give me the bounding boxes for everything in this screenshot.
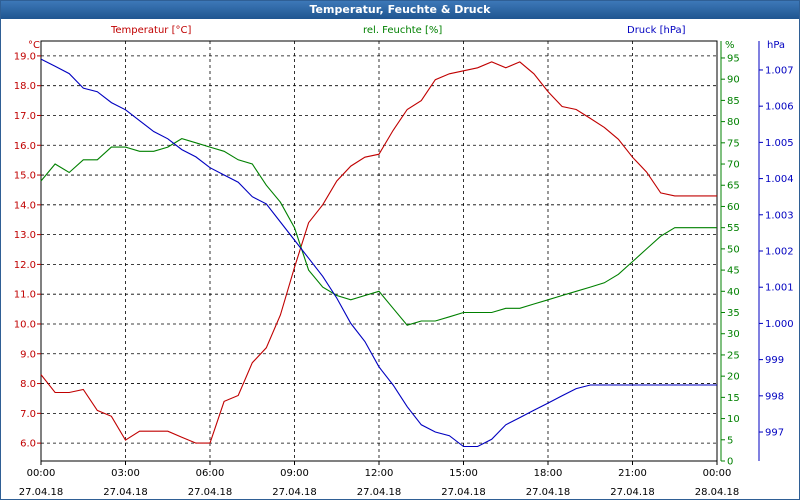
temperature-tick-label: 14.0	[14, 200, 36, 211]
date-tick-label: 27.04.18	[188, 487, 233, 498]
pressure-unit-label: hPa	[767, 40, 785, 51]
humidity-tick-label: 35	[727, 308, 740, 319]
humidity-tick-label: 70	[727, 160, 740, 171]
humidity-tick-label: 75	[727, 138, 740, 149]
pressure-tick-label: 1.003	[765, 210, 794, 221]
humidity-tick-label: 40	[727, 287, 740, 298]
time-tick-label: 18:00	[534, 468, 563, 479]
temperature-tick-label: 19.0	[14, 51, 36, 62]
time-tick-label: 00:00	[703, 468, 732, 479]
humidity-tick-label: 80	[727, 117, 740, 128]
pressure-tick-label: 1.000	[765, 319, 794, 330]
date-tick-label: 27.04.18	[610, 487, 655, 498]
time-tick-label: 15:00	[449, 468, 478, 479]
date-tick-label: 27.04.18	[441, 487, 486, 498]
date-tick-label: 27.04.18	[103, 487, 148, 498]
pressure-tick-label: 1.002	[765, 247, 794, 258]
pressure-tick-label: 998	[765, 391, 784, 402]
legend-humidity: rel. Feuchte [%]	[363, 25, 443, 36]
temperature-tick-label: 9.0	[20, 349, 36, 360]
humidity-tick-label: 30	[727, 329, 740, 340]
date-tick-label: 27.04.18	[272, 487, 317, 498]
humidity-tick-label: 90	[727, 75, 740, 86]
series-pressure-line	[40, 58, 717, 448]
temperature-tick-label: 13.0	[14, 230, 36, 241]
grid-layer	[41, 41, 717, 461]
time-tick-label: 00:00	[27, 468, 56, 479]
pressure-tick-label: 1.006	[765, 102, 794, 113]
pressure-tick-label: 1.001	[765, 283, 794, 294]
legend-temperature: Temperatur [°C]	[111, 25, 192, 36]
pressure-tick-label: 997	[765, 428, 784, 439]
chart-title: Temperatur, Feuchte & Druck	[1, 1, 799, 19]
humidity-tick-label: 5	[727, 435, 733, 446]
temperature-tick-label: 17.0	[14, 111, 36, 122]
time-tick-label: 03:00	[111, 468, 140, 479]
temperature-tick-label: 18.0	[14, 81, 36, 92]
time-tick-label: 12:00	[365, 468, 394, 479]
humidity-tick-label: 85	[727, 96, 740, 107]
legend-pressure: Druck [hPa]	[627, 25, 686, 36]
time-axis: 00:00 27.04.18 03:00 27.04.18 06:00 27.04.18 0…	[19, 461, 740, 498]
temperature-tick-label: 7.0	[20, 409, 36, 420]
time-tick-label: 21:00	[618, 468, 647, 479]
temperature-tick-label: 8.0	[20, 379, 36, 390]
humidity-tick-label: 45	[727, 266, 740, 277]
pressure-tick-label: 999	[765, 355, 784, 366]
temperature-axis: °C19.0 18.0 17.0 16.0 15.0 14.0 13.0 12.0 11.0 10…	[14, 40, 41, 450]
humidity-tick-label: 10	[727, 414, 740, 425]
humidity-tick-label: 50	[727, 244, 740, 255]
date-tick-label: 27.04.18	[19, 487, 64, 498]
time-tick-label: 09:00	[280, 468, 309, 479]
humidity-unit-label: %	[725, 40, 735, 51]
temperature-tick-label: 10.0	[14, 319, 36, 330]
humidity-tick-label: 15	[727, 393, 740, 404]
temperature-tick-label: 6.0	[20, 439, 36, 450]
time-tick-label: 06:00	[196, 468, 225, 479]
series-layer	[40, 58, 717, 448]
humidity-tick-label: 25	[727, 350, 740, 361]
pressure-tick-label: 1.005	[765, 138, 794, 149]
date-tick-label: 27.04.18	[357, 487, 402, 498]
temperature-tick-label: 12.0	[14, 260, 36, 271]
temperature-unit-label: °C	[28, 40, 40, 51]
temperature-tick-label: 15.0	[14, 171, 36, 182]
temperature-tick-label: 16.0	[14, 141, 36, 152]
temperature-tick-label: 11.0	[14, 290, 36, 301]
humidity-tick-label: 55	[727, 223, 740, 234]
pressure-axis: hPa 1.007 1.006 1.005 1.004 1.003 1.002 1.001 1.…	[758, 40, 794, 461]
humidity-tick-label: 60	[727, 202, 740, 213]
pressure-tick-label: 1.007	[765, 65, 794, 76]
humidity-tick-label: 65	[727, 181, 740, 192]
series-temperature-line	[40, 61, 717, 444]
humidity-tick-label: 0	[727, 457, 733, 468]
humidity-tick-label: 95	[727, 53, 740, 64]
series-humidity-line	[40, 138, 717, 326]
humidity-tick-label: 20	[727, 372, 740, 383]
date-tick-label: 27.04.18	[526, 487, 571, 498]
pressure-tick-label: 1.004	[765, 174, 794, 185]
date-tick-label: 28.04.18	[695, 487, 740, 498]
